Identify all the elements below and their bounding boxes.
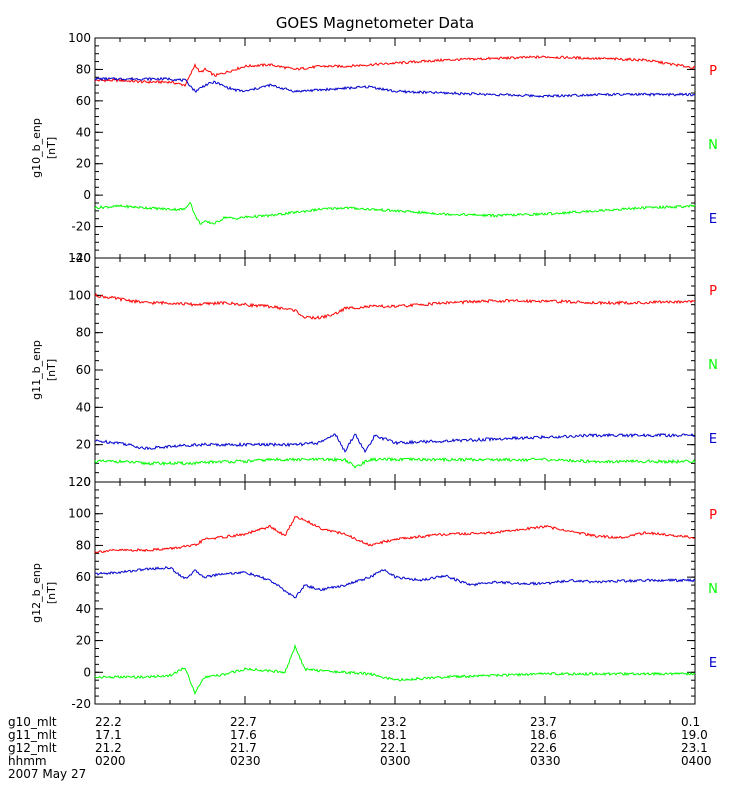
y-tick-label: 0 xyxy=(83,188,91,202)
legend-label-p: P xyxy=(709,508,717,523)
y-tick-label: 0 xyxy=(83,665,91,679)
legend-label-e: E xyxy=(709,212,717,227)
legend-label-p: P xyxy=(709,64,717,79)
x-tick-value: 17.6 xyxy=(230,728,257,742)
x-tick-value: 0400 xyxy=(681,754,712,768)
y-axis-unit: [nT] xyxy=(45,582,58,604)
legend-label-e: E xyxy=(709,432,717,447)
y-tick-label: 80 xyxy=(76,326,91,340)
x-tick-value: 21.2 xyxy=(95,741,122,755)
y-tick-label: 60 xyxy=(76,363,91,377)
panel-frame xyxy=(94,481,696,705)
y-tick-label: -40 xyxy=(71,251,91,265)
y-axis-unit: [nT] xyxy=(45,137,58,159)
series-line-e xyxy=(95,76,696,99)
series-line-e xyxy=(94,432,695,454)
x-tick-value: 0.1 xyxy=(681,715,701,729)
x-tick-value: 0230 xyxy=(230,754,261,768)
x-tick-value: 0300 xyxy=(380,754,411,768)
y-tick-label: 100 xyxy=(68,31,91,45)
legend-label-p: P xyxy=(709,284,717,299)
y-tick-label: 0 xyxy=(83,475,91,489)
y-axis-unit: [nT] xyxy=(45,359,58,381)
series-line-n xyxy=(94,643,696,696)
y-axis-title: g10_b_enp xyxy=(30,118,43,178)
y-tick-label: 40 xyxy=(76,125,91,139)
y-tick-label: 40 xyxy=(76,400,91,414)
y-tick-label: -20 xyxy=(71,220,91,234)
y-tick-label: 40 xyxy=(76,602,91,616)
y-tick-label: 100 xyxy=(68,288,91,302)
date-label: 2007 May 27 xyxy=(8,767,87,781)
series-line-p xyxy=(94,515,695,554)
y-tick-label: 120 xyxy=(68,475,91,489)
panel-frame xyxy=(94,257,696,483)
x-tick-value: 23.7 xyxy=(530,715,557,729)
x-tick-value: 18.6 xyxy=(530,728,557,742)
y-axis-title: g11_b_enp xyxy=(30,340,43,400)
panel-frame xyxy=(94,37,696,259)
x-tick-value: 0330 xyxy=(530,754,561,768)
row-label-g12-mlt: g12_mlt xyxy=(8,741,57,755)
x-tick-value: 22.6 xyxy=(530,741,557,755)
y-tick-label: -20 xyxy=(71,697,91,711)
x-tick-value: 23.2 xyxy=(380,715,407,729)
chart-title: GOES Magnetometer Data xyxy=(275,14,475,32)
row-label-g10-mlt: g10_mlt xyxy=(8,715,57,729)
y-tick-label: 20 xyxy=(76,157,91,171)
y-axis-title: g12_b_enp xyxy=(30,563,43,623)
y-tick-label: 80 xyxy=(76,62,91,76)
row-label-g11-mlt: g11_mlt xyxy=(8,728,57,742)
row-label-hhmm: hhmm xyxy=(8,754,47,768)
x-tick-value: 18.1 xyxy=(380,728,407,742)
y-tick-label: 80 xyxy=(76,538,91,552)
legend-label-n: N xyxy=(708,358,718,373)
x-tick-value: 22.2 xyxy=(95,715,122,729)
legend-label-e: E xyxy=(709,656,717,671)
x-tick-value: 0200 xyxy=(95,754,126,768)
x-tick-value: 23.1 xyxy=(681,741,708,755)
x-tick-value: 19.0 xyxy=(681,728,708,742)
series-line-n xyxy=(94,201,696,225)
x-tick-value: 22.1 xyxy=(380,741,407,755)
series-line-e xyxy=(94,565,696,599)
series-line-p xyxy=(94,292,696,320)
y-tick-label: 20 xyxy=(76,438,91,452)
y-tick-label: 60 xyxy=(76,94,91,108)
x-tick-value: 22.7 xyxy=(230,715,257,729)
legend-label-n: N xyxy=(708,138,718,153)
y-tick-label: 60 xyxy=(76,570,91,584)
legend-label-n: N xyxy=(708,582,718,597)
y-tick-label: 100 xyxy=(68,507,91,521)
y-tick-label: 120 xyxy=(68,251,91,265)
series-line-n xyxy=(94,456,696,469)
y-tick-label: 20 xyxy=(76,634,91,648)
series-line-p xyxy=(94,55,696,87)
x-tick-value: 17.1 xyxy=(95,728,122,742)
x-tick-value: 21.7 xyxy=(230,741,257,755)
